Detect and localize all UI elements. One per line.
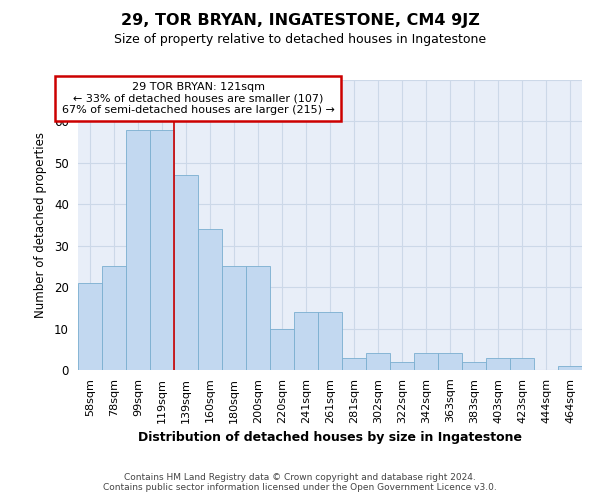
X-axis label: Distribution of detached houses by size in Ingatestone: Distribution of detached houses by size … (138, 431, 522, 444)
Bar (270, 328, 294, 370)
Bar (438, 354, 462, 370)
Bar (294, 312, 318, 370)
Bar (486, 358, 510, 370)
Bar (558, 366, 582, 370)
Text: 29 TOR BRYAN: 121sqm
← 33% of detached houses are smaller (107)
67% of semi-deta: 29 TOR BRYAN: 121sqm ← 33% of detached h… (62, 82, 334, 116)
Bar (390, 362, 414, 370)
Bar (174, 176, 198, 370)
Y-axis label: Number of detached properties: Number of detached properties (34, 132, 47, 318)
Text: Size of property relative to detached houses in Ingatestone: Size of property relative to detached ho… (114, 32, 486, 46)
Bar (414, 354, 438, 370)
Bar (102, 266, 126, 370)
Bar (366, 354, 390, 370)
Bar (318, 312, 342, 370)
Bar (126, 130, 150, 370)
Bar (510, 358, 534, 370)
Bar (222, 266, 246, 370)
Bar (78, 283, 102, 370)
Text: Contains HM Land Registry data © Crown copyright and database right 2024.
Contai: Contains HM Land Registry data © Crown c… (103, 473, 497, 492)
Bar (342, 358, 366, 370)
Bar (150, 130, 174, 370)
Bar (246, 266, 270, 370)
Bar (198, 229, 222, 370)
Text: 29, TOR BRYAN, INGATESTONE, CM4 9JZ: 29, TOR BRYAN, INGATESTONE, CM4 9JZ (121, 12, 479, 28)
Bar (462, 362, 486, 370)
